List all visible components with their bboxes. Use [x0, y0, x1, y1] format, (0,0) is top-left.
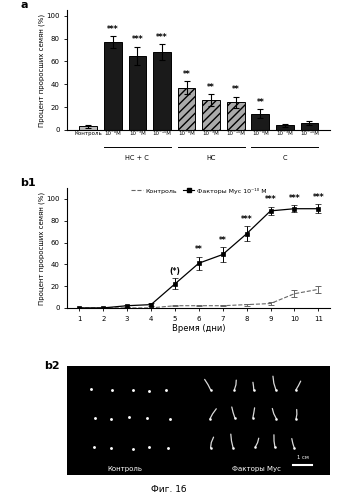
- Text: ***: ***: [156, 33, 168, 42]
- Text: **: **: [183, 70, 190, 78]
- Bar: [178, 88, 195, 130]
- Text: Контроль: Контроль: [108, 466, 143, 471]
- Text: b2: b2: [44, 360, 59, 370]
- Text: ***: ***: [265, 196, 276, 204]
- Bar: [301, 123, 318, 130]
- Text: НС + С: НС + С: [125, 155, 149, 161]
- Text: 1 см: 1 см: [297, 454, 309, 460]
- Text: **: **: [207, 83, 215, 92]
- Y-axis label: Процент проросших семян (%): Процент проросших семян (%): [38, 14, 45, 126]
- Text: **: **: [232, 86, 240, 94]
- Bar: [227, 102, 245, 130]
- Legend: Контроль, Факторы Мус 10⁻¹⁰ М: Контроль, Факторы Мус 10⁻¹⁰ М: [130, 186, 268, 195]
- Text: (*): (*): [170, 268, 180, 276]
- Bar: [202, 100, 220, 130]
- Text: Факторы Мус: Факторы Мус: [232, 466, 281, 471]
- Bar: [276, 126, 294, 130]
- Bar: [153, 52, 171, 130]
- X-axis label: Время (дни): Время (дни): [172, 324, 225, 334]
- Text: **: **: [256, 98, 264, 107]
- Text: ***: ***: [288, 194, 300, 203]
- Bar: [104, 42, 122, 130]
- Y-axis label: Процент проросших семян (%): Процент проросших семян (%): [38, 192, 45, 304]
- Text: **: **: [219, 236, 226, 244]
- Text: НС: НС: [206, 155, 216, 161]
- Bar: [251, 114, 269, 130]
- Text: ***: ***: [107, 25, 119, 34]
- Text: b1: b1: [20, 178, 36, 188]
- Text: a: a: [20, 0, 28, 10]
- Bar: [128, 56, 146, 130]
- Text: ***: ***: [131, 36, 143, 44]
- Text: **: **: [195, 246, 203, 254]
- Text: ***: ***: [241, 215, 252, 224]
- Bar: [79, 126, 97, 130]
- Text: ***: ***: [312, 193, 324, 202]
- Text: С: С: [282, 155, 287, 161]
- Text: Фиг. 1б: Фиг. 1б: [151, 485, 186, 494]
